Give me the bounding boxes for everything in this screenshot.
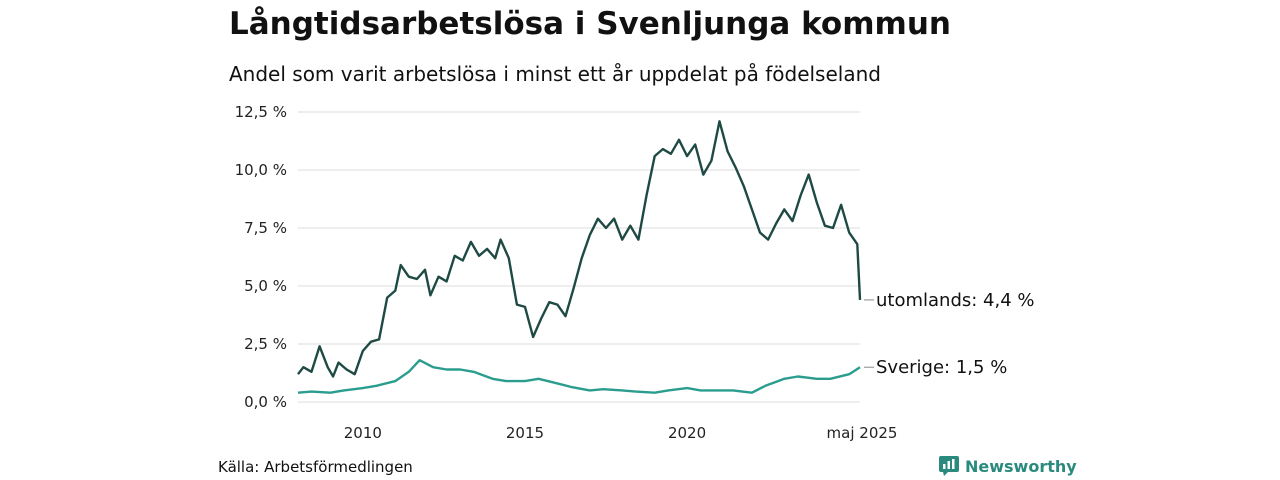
newsworthy-logo-icon xyxy=(939,456,959,476)
x-tick-label: 2010 xyxy=(344,424,382,442)
x-axis-ticks: 2010 2015 2020 maj 2025 xyxy=(344,424,898,442)
y-tick-label: 5,0 % xyxy=(244,277,287,295)
end-label-sverige: Sverige: 1,5 % xyxy=(876,357,1007,378)
brand-name: Newsworthy xyxy=(965,456,1077,476)
end-label-utomlands: utomlands: 4,4 % xyxy=(876,290,1035,311)
brand-logo: Newsworthy xyxy=(939,456,1077,476)
chart-title: Långtidsarbetslösa i Svenljunga kommun xyxy=(229,6,951,42)
x-tick-label: 2020 xyxy=(668,424,706,442)
x-tick-label: 2015 xyxy=(506,424,544,442)
chart-subtitle: Andel som varit arbetslösa i minst ett å… xyxy=(229,62,881,86)
series-lines xyxy=(297,120,862,394)
series-line-utomlands xyxy=(297,120,862,378)
y-tick-label: 10,0 % xyxy=(235,161,287,179)
gridlines xyxy=(298,111,860,403)
source-note: Källa: Arbetsförmedlingen xyxy=(218,458,413,476)
y-tick-label: 0,0 % xyxy=(244,393,287,411)
end-labels: utomlands: 4,4 % Sverige: 1,5 % xyxy=(864,290,1035,378)
y-axis-ticks: 0,0 % 2,5 % 5,0 % 7,5 % 10,0 % 12,5 % xyxy=(235,103,287,411)
y-tick-label: 7,5 % xyxy=(244,219,287,237)
y-tick-label: 2,5 % xyxy=(244,335,287,353)
series-line-sverige xyxy=(297,359,861,394)
y-tick-label: 12,5 % xyxy=(235,103,287,121)
x-tick-label: maj 2025 xyxy=(827,424,898,442)
